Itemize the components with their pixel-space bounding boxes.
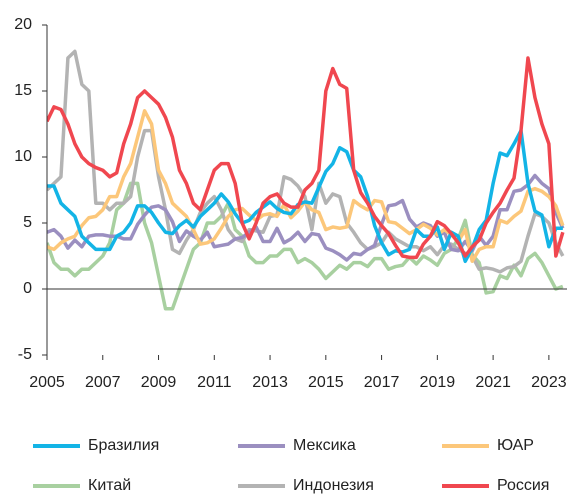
y-tick-label: 15: [14, 82, 32, 99]
legend-label: Россия: [497, 477, 549, 494]
x-tick-label: 2015: [308, 374, 344, 391]
y-tick-label: 5: [23, 214, 32, 231]
y-tick-label: 20: [14, 16, 32, 33]
y-tick-label: 0: [23, 280, 32, 297]
series-line: [47, 128, 563, 264]
series-line: [47, 49, 565, 274]
x-tick-label: 2005: [29, 374, 65, 391]
legend-label: Китай: [88, 477, 131, 494]
x-tick-label: 2011: [197, 374, 232, 391]
x-tick-label: 2007: [85, 374, 121, 391]
legend-label: Мексика: [293, 437, 356, 454]
legend-label: ЮАР: [497, 437, 534, 454]
series-line: [47, 56, 565, 260]
x-tick-label: 2023: [531, 374, 567, 391]
plot-area: [47, 49, 565, 311]
legend-label: Бразилия: [88, 437, 159, 454]
x-tick-label: 2019: [420, 374, 456, 391]
x-tick-label: 2021: [475, 374, 511, 391]
x-tick-label: 2017: [364, 374, 400, 391]
legend-label: Индонезия: [293, 477, 374, 494]
y-tick-label: 10: [14, 148, 32, 165]
x-tick-label: 2009: [141, 374, 177, 391]
y-tick-label: -5: [18, 346, 32, 363]
x-tick-label: 2013: [252, 374, 288, 391]
